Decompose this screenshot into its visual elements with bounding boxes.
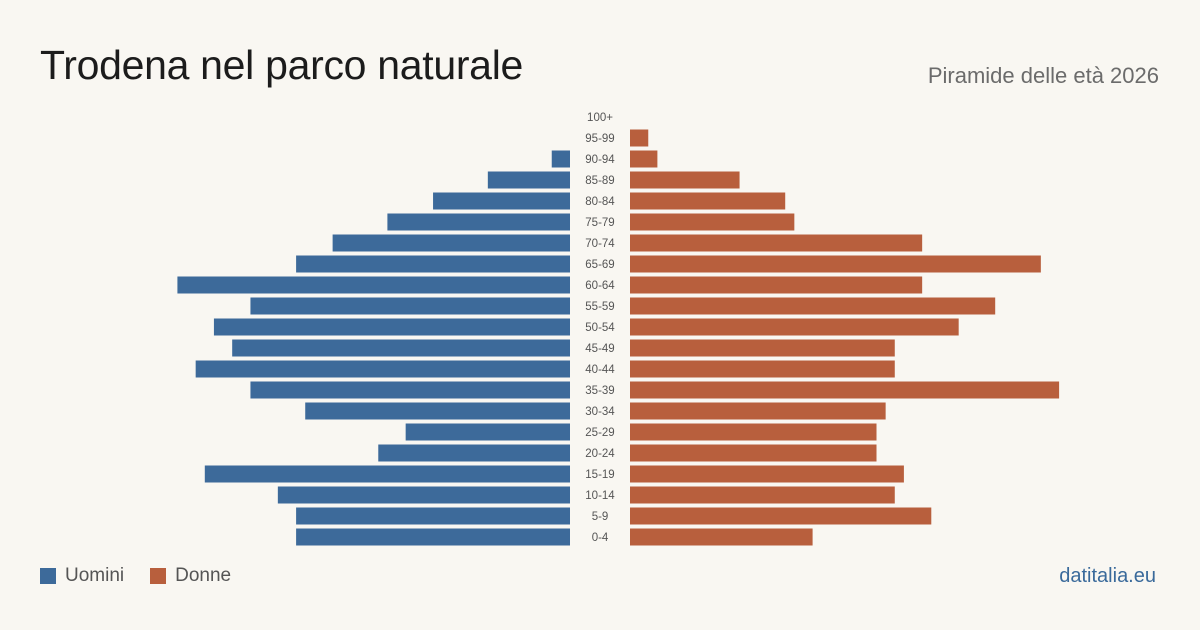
bar-women-5-9 (630, 507, 932, 525)
bar-men-90-94 (551, 150, 570, 168)
bar-women-40-44 (630, 360, 895, 378)
brand-link[interactable]: datitalia.eu (1059, 565, 1156, 587)
bar-women-45-49 (630, 339, 895, 357)
age-group-label: 75-79 (585, 217, 614, 229)
age-group-label: 60-64 (585, 280, 615, 292)
bar-women-20-24 (630, 444, 877, 462)
age-group-label: 70-74 (585, 238, 615, 250)
bar-women-85-89 (630, 171, 740, 189)
bar-men-65-69 (296, 255, 570, 273)
bar-women-80-84 (630, 192, 786, 210)
bar-women-15-19 (630, 465, 904, 483)
age-group-label: 90-94 (585, 154, 615, 166)
age-group-label: 100+ (587, 112, 613, 124)
legend-swatch-women (150, 568, 167, 584)
legend-item-men: Uomini (40, 565, 124, 587)
bar-women-0-4 (630, 528, 813, 546)
age-group-label: 50-54 (585, 322, 615, 334)
bar-women-95-99 (630, 129, 649, 147)
age-group-label: 25-29 (585, 427, 614, 439)
bar-women-10-14 (630, 486, 895, 504)
bar-women-30-34 (630, 402, 886, 420)
bar-men-40-44 (195, 360, 571, 378)
age-group-label: 0-4 (592, 532, 609, 544)
age-group-label: 40-44 (585, 364, 615, 376)
bar-men-80-84 (433, 192, 570, 210)
age-group-label: 55-59 (585, 301, 614, 313)
bar-men-35-39 (250, 381, 570, 399)
bar-women-75-79 (630, 213, 795, 231)
legend-swatch-men (40, 568, 56, 584)
age-group-label: 10-14 (585, 490, 615, 502)
legend-label-women: Donne (175, 565, 232, 586)
legend-label-men: Uomini (65, 565, 125, 586)
age-group-label: 80-84 (585, 196, 615, 208)
age-group-label: 30-34 (585, 406, 615, 418)
bar-men-50-54 (213, 318, 570, 336)
bar-men-70-74 (332, 234, 570, 252)
bar-women-70-74 (630, 234, 923, 252)
bar-women-90-94 (630, 150, 658, 168)
age-group-label: 15-19 (585, 469, 614, 481)
bar-women-55-59 (630, 297, 996, 315)
bar-men-30-34 (305, 402, 570, 420)
bar-men-85-89 (487, 171, 570, 189)
age-group-label: 45-49 (585, 343, 614, 355)
chart-subtitle: Piramide delle età 2026 (927, 63, 1159, 88)
bar-men-75-79 (387, 213, 570, 231)
bar-men-55-59 (250, 297, 570, 315)
legend: Uomini Donne (40, 565, 257, 587)
bar-men-10-14 (277, 486, 570, 504)
bar-men-45-49 (232, 339, 570, 357)
age-group-label: 35-39 (585, 385, 614, 397)
chart-title: Trodena nel parco naturale (40, 42, 523, 88)
age-group-label: 85-89 (585, 175, 614, 187)
bar-men-25-29 (405, 423, 570, 441)
bar-women-65-69 (630, 255, 1041, 273)
age-group-label: 95-99 (585, 133, 614, 145)
age-group-label: 65-69 (585, 259, 614, 271)
age-group-label: 20-24 (585, 448, 615, 460)
bar-men-15-19 (204, 465, 571, 483)
bar-men-20-24 (378, 444, 570, 462)
bar-women-50-54 (630, 318, 959, 336)
bar-men-60-64 (177, 276, 570, 294)
bar-women-25-29 (630, 423, 877, 441)
bar-men-0-4 (296, 528, 570, 546)
bar-women-60-64 (630, 276, 923, 294)
bar-women-35-39 (630, 381, 1060, 399)
age-group-label: 5-9 (592, 511, 609, 523)
legend-item-women: Donne (150, 565, 231, 587)
bar-men-5-9 (296, 507, 570, 525)
